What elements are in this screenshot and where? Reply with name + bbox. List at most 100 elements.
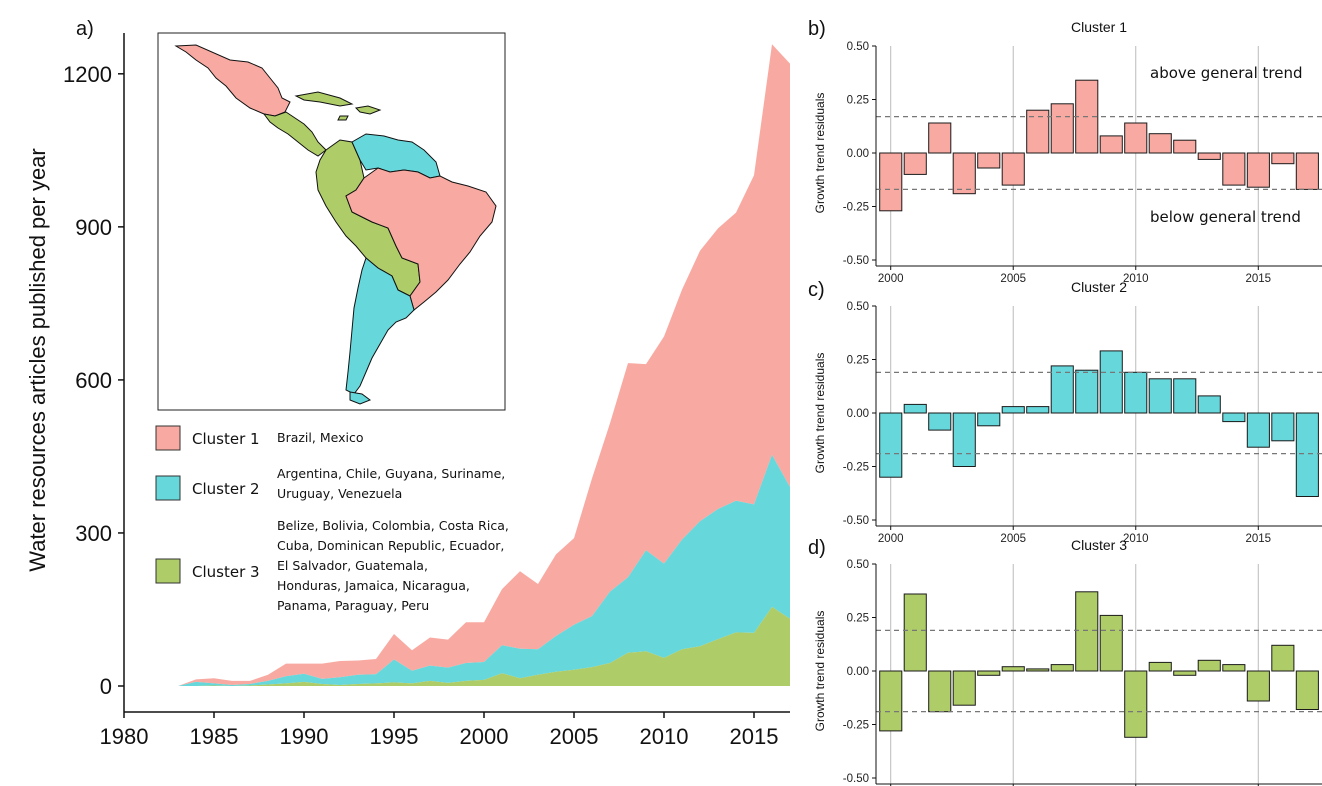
legend-countries-cluster-3-line-1: Belize, Bolivia, Colombia, Costa Rica, xyxy=(277,518,509,533)
residual-x-tick-label: 2010 xyxy=(1123,273,1149,285)
residual-bar xyxy=(1001,666,1025,672)
residual-bar xyxy=(952,670,976,706)
residual-panel-title: Cluster 3 xyxy=(1071,537,1127,553)
residual-bar xyxy=(1148,661,1172,672)
residual-bar xyxy=(1246,152,1270,188)
area-cluster-3 xyxy=(160,606,790,686)
main-y-axis-label: Water resources articles published per y… xyxy=(25,148,50,571)
legend-swatch-cluster-3 xyxy=(155,558,181,584)
residual-y-tick-label: -0.50 xyxy=(843,255,869,267)
residual-bar xyxy=(903,593,927,672)
legend-countries-cluster-3-line-4: Honduras, Jamaica, Nicaragua, xyxy=(277,578,470,593)
residual-x-tick-label: 2015 xyxy=(1245,533,1271,545)
residual-bar xyxy=(1026,109,1050,154)
panel-a-stacked-area-chart: a) Water resources articles published pe… xyxy=(25,18,790,749)
residual-bar xyxy=(879,670,903,732)
main-x-tick-label: 1980 xyxy=(100,724,149,749)
latin-america-map xyxy=(157,32,506,411)
residual-bar xyxy=(1222,152,1246,186)
residual-bar xyxy=(928,412,952,431)
residual-bar xyxy=(977,670,1001,676)
residual-panel-title: Cluster 2 xyxy=(1071,279,1127,295)
residual-bar xyxy=(1295,412,1319,497)
area-layers xyxy=(160,44,790,686)
residual-bar xyxy=(903,403,927,414)
panel-d-cluster-3-residuals: d) Cluster 3 Growth trend residuals 0.50 0.… xyxy=(808,537,1322,786)
legend-label-cluster-1: Cluster 1 xyxy=(192,430,260,448)
residual-bar xyxy=(1124,670,1148,738)
tierra-del-fuego xyxy=(349,391,372,405)
residual-y-axis-label: Growth trend residuals xyxy=(813,353,827,474)
residual-bar xyxy=(1295,152,1319,190)
residual-bar xyxy=(1197,659,1221,672)
residual-bar xyxy=(1271,644,1295,672)
legend-countries-cluster-3-line-2: Cuba, Dominican Republic, Ecuador, xyxy=(277,538,504,553)
panel-label-d: d) xyxy=(808,537,826,559)
residual-bar xyxy=(1197,152,1221,160)
residual-bar xyxy=(1271,152,1295,165)
residual-y-tick-label: -0.25 xyxy=(843,462,869,474)
residual-bar xyxy=(1197,395,1221,414)
residual-bar xyxy=(1222,664,1246,672)
residual-y-tick-label: 0.50 xyxy=(847,559,869,571)
residual-y-tick-label: 0.50 xyxy=(847,301,869,313)
residual-bar xyxy=(1050,664,1074,672)
residual-y-tick-label: 0.00 xyxy=(847,148,869,160)
residual-bar xyxy=(1246,670,1270,702)
main-y-tick-label: 900 xyxy=(75,215,112,240)
residual-bar xyxy=(1026,406,1050,414)
residual-y-axis-label: Growth trend residuals xyxy=(813,93,827,214)
main-x-tick-label: 1985 xyxy=(190,724,239,749)
residual-bar xyxy=(1148,133,1172,154)
main-x-tick-label: 2005 xyxy=(550,724,599,749)
legend-swatch-cluster-2 xyxy=(155,475,181,501)
above-trend-annotation: above general trend xyxy=(1150,64,1303,82)
residual-bar xyxy=(1148,378,1172,414)
residual-bar xyxy=(1050,365,1074,414)
residual-bar xyxy=(977,152,1001,169)
residual-bar xyxy=(1246,412,1270,448)
residual-bar xyxy=(928,670,952,713)
panel-c-cluster-2-residuals: c) Cluster 2 Growth trend residuals 0.50 0.… xyxy=(808,279,1322,545)
residual-y-tick-label: 0.00 xyxy=(847,666,869,678)
residual-x-tick-label: 2000 xyxy=(878,533,904,545)
residual-y-tick-label: 0.50 xyxy=(847,41,869,53)
residual-y-tick-label: 0.25 xyxy=(847,95,869,107)
residual-y-tick-label: -0.25 xyxy=(843,720,869,732)
residual-x-tick-label: 2010 xyxy=(1123,533,1149,545)
residual-bar xyxy=(952,152,976,195)
residual-bar xyxy=(1001,406,1025,414)
brazil-region xyxy=(345,167,497,311)
residual-y-tick-label: -0.50 xyxy=(843,515,869,527)
residual-bar xyxy=(1026,668,1050,672)
legend-countries-cluster-2-line-1: Argentina, Chile, Guyana, Suriname, xyxy=(277,466,505,481)
area-cluster-1 xyxy=(160,44,790,686)
residual-y-axis-label: Growth trend residuals xyxy=(813,611,827,732)
main-y-tick-label: 600 xyxy=(75,368,112,393)
main-x-tick-label: 1995 xyxy=(370,724,419,749)
panel-b-cluster-1-residuals: b) Cluster 1 Growth trend residuals 0.50 0.… xyxy=(808,18,1322,285)
cluster-legend: Cluster 1 Brazil, Mexico Cluster 2 Argen… xyxy=(155,425,509,613)
residual-y-tick-label: 0.00 xyxy=(847,408,869,420)
main-x-tick-label: 2010 xyxy=(640,724,689,749)
southern-cone-region xyxy=(345,257,415,395)
residual-y-tick-label: -0.25 xyxy=(843,202,869,214)
panel-label-b: b) xyxy=(808,18,826,40)
residual-x-tick-label: 2000 xyxy=(878,273,904,285)
legend-countries-cluster-3-line-5: Panama, Paraguay, Peru xyxy=(277,598,429,613)
residual-bar xyxy=(1075,591,1099,672)
residual-y-tick-label: 0.25 xyxy=(847,613,869,625)
main-y-tick-label: 1200 xyxy=(63,62,112,87)
caribbean-islands xyxy=(294,91,382,121)
area-cluster-2 xyxy=(160,454,790,686)
residual-bar xyxy=(1075,369,1099,414)
residual-x-tick-label: 2015 xyxy=(1245,273,1271,285)
residual-bar xyxy=(1295,670,1319,710)
residual-x-tick-label: 2005 xyxy=(1000,533,1026,545)
residual-bar xyxy=(1050,103,1074,154)
residual-bar xyxy=(903,152,927,175)
main-x-tick-label: 1990 xyxy=(280,724,329,749)
below-trend-annotation: below general trend xyxy=(1150,208,1301,226)
residual-bar xyxy=(1099,135,1123,154)
